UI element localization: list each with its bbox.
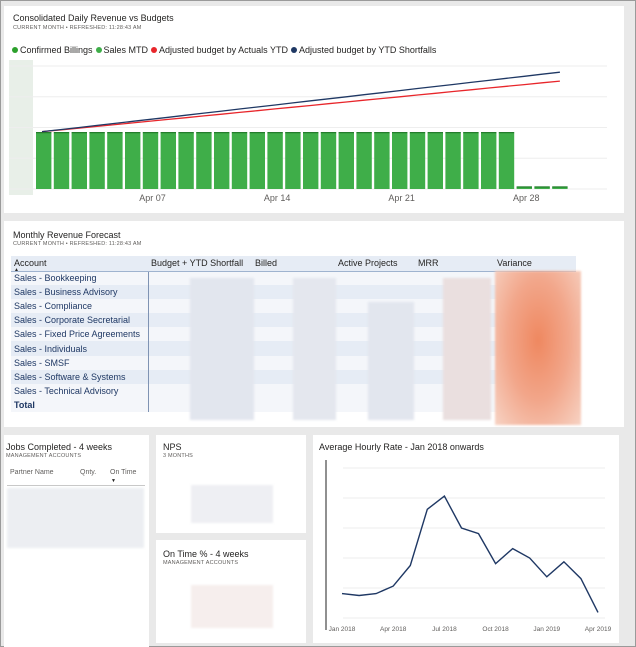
- bar-sales-mtd: [231, 132, 248, 189]
- bar-sales-mtd: [249, 132, 265, 189]
- bar-sales-mtd: [125, 132, 141, 189]
- line-adjusted-actuals: [41, 80, 560, 133]
- row-label: Sales - Bookkeeping: [11, 271, 149, 286]
- bar-sales-mtd: [53, 132, 70, 189]
- bar-sales-mtd: [356, 132, 372, 189]
- revenue-chart[interactable]: Apr 07 Apr 14 Apr 21 Apr 28: [4, 6, 624, 213]
- x-tick-label: Apr 14: [264, 193, 291, 203]
- hourly-rate-tile[interactable]: Average Hourly Rate - Jan 2018 onwards J…: [313, 435, 619, 643]
- x-tick-label: Apr 28: [513, 193, 540, 203]
- column-header-billed[interactable]: Billed: [252, 256, 335, 272]
- nps-tile[interactable]: NPS 3 MONTHS: [156, 435, 306, 533]
- bar-sales-mtd: [463, 132, 479, 189]
- column-header-mrr[interactable]: MRR: [415, 256, 494, 272]
- column-header-qnty[interactable]: Qnty.: [80, 469, 97, 476]
- hourly-rate-chart[interactable]: Jan 2018 Apr 2018 Jul 2018 Oct 2018 Jan 2019…: [313, 435, 619, 643]
- x-tick-label: Apr 21: [388, 193, 415, 203]
- column-header-budget[interactable]: Budget + YTD Shortfall: [148, 256, 252, 272]
- hourly-rate-tile-title: Average Hourly Rate - Jan 2018 onwards: [319, 442, 484, 452]
- legend-item-confirmed-billings[interactable]: Confirmed Billings: [12, 45, 93, 55]
- bar-sales-mtd: [196, 132, 212, 189]
- column-header-partner-name[interactable]: Partner Name: [10, 469, 54, 476]
- column-header-active-projects[interactable]: Active Projects: [335, 256, 415, 272]
- revenue-tile-subtitle: CURRENT MONTH • REFRESHED: 11:28:43 AM: [13, 25, 142, 31]
- row-label: Sales - Compliance: [11, 299, 149, 314]
- row-label: Sales - Individuals: [11, 341, 149, 356]
- legend-item-adjusted-actuals[interactable]: Adjusted budget by Actuals YTD: [151, 45, 288, 55]
- bar-sales-mtd: [89, 132, 105, 189]
- bar-sales-mtd: [338, 132, 354, 189]
- revenue-tile-title: Consolidated Daily Revenue vs Budgets: [13, 13, 174, 23]
- bar-sales-mtd: [481, 132, 497, 189]
- divider: [7, 485, 145, 486]
- line-adjusted-shortfalls: [41, 71, 560, 133]
- bar-sales-mtd: [160, 132, 176, 189]
- bar-sales-mtd: [374, 132, 390, 189]
- redacted-nps-value: [191, 485, 273, 523]
- bar-sales-mtd: [552, 186, 568, 189]
- redacted-projects-values: [368, 302, 414, 420]
- redacted-mrr-values: [443, 278, 491, 420]
- legend-item-sales-mtd[interactable]: Sales MTD: [95, 45, 148, 55]
- ontime-tile[interactable]: On Time % - 4 weeks MANAGEMENT ACCOUNTS: [156, 540, 306, 643]
- bar-sales-mtd: [71, 132, 87, 189]
- x-tick-label: Apr 2018: [380, 626, 407, 633]
- legend-item-adjusted-shortfalls[interactable]: Adjusted budget by YTD Shortfalls: [290, 45, 436, 55]
- column-header-account[interactable]: Account ▲: [11, 256, 148, 273]
- sort-descending-icon: ▼: [111, 478, 116, 484]
- sort-ascending-icon: ▲: [14, 267, 19, 273]
- forecast-tile-title: Monthly Revenue Forecast: [13, 230, 121, 240]
- forecast-tile-subtitle: CURRENT MONTH • REFRESHED: 11:28:43 AM: [13, 241, 142, 247]
- x-tick-label: Apr 07: [139, 193, 166, 203]
- bar-sales-mtd: [498, 132, 515, 189]
- bar-sales-mtd: [303, 132, 319, 189]
- redacted-jobs-table: [7, 488, 144, 548]
- nps-tile-title: NPS: [163, 442, 182, 452]
- bar-sales-mtd: [214, 132, 230, 189]
- column-header-variance[interactable]: Variance: [494, 256, 576, 272]
- bar-sales-mtd: [392, 132, 408, 189]
- bar-sales-mtd: [445, 132, 461, 189]
- revenue-legend: Confirmed Billings Sales MTD Adjusted bu…: [12, 45, 436, 55]
- jobs-tile-title: Jobs Completed - 4 weeks: [6, 442, 113, 452]
- bar-sales-mtd: [285, 132, 301, 189]
- nps-tile-subtitle: 3 MONTHS: [163, 453, 194, 459]
- redacted-ontime-value: [191, 585, 273, 628]
- row-label: Sales - Software & Systems: [11, 369, 149, 384]
- bar-sales-mtd: [36, 132, 52, 189]
- x-tick-label: Oct 2018: [482, 626, 509, 633]
- column-header-on-time[interactable]: On Time: [110, 469, 137, 476]
- row-label: Sales - Corporate Secretarial: [11, 313, 149, 328]
- row-label: Sales - SMSF: [11, 355, 149, 370]
- jobs-table-header: Partner Name Qnty. On Time: [10, 469, 136, 476]
- bar-sales-mtd: [178, 132, 194, 189]
- bar-sales-mtd: [107, 132, 123, 189]
- row-label: Sales - Business Advisory: [11, 285, 149, 300]
- bar-sales-mtd: [427, 132, 443, 189]
- row-label: Sales - Technical Advisory: [11, 383, 149, 398]
- total-label: Total: [11, 397, 149, 412]
- x-tick-label: Jan 2019: [533, 626, 560, 633]
- row-label: Sales - Fixed Price Agreements: [11, 327, 149, 342]
- jobs-tile-subtitle: MANAGEMENT ACCOUNTS: [6, 453, 82, 459]
- bar-sales-mtd: [142, 132, 159, 189]
- x-tick-label: Jul 2018: [432, 626, 457, 633]
- bar-sales-mtd: [320, 132, 337, 189]
- ontime-tile-subtitle: MANAGEMENT ACCOUNTS: [163, 560, 239, 566]
- bar-sales-mtd: [409, 132, 426, 189]
- redacted-billed-values: [293, 278, 336, 420]
- x-tick-label: Apr 2019: [585, 626, 612, 633]
- ontime-tile-title: On Time % - 4 weeks: [163, 549, 249, 559]
- bar-sales-mtd: [267, 132, 283, 189]
- revenue-tile[interactable]: Consolidated Daily Revenue vs Budgets CU…: [4, 6, 624, 213]
- redacted-budget-values: [190, 278, 254, 420]
- bar-sales-mtd: [516, 186, 532, 189]
- bar-sales-mtd: [534, 186, 550, 189]
- x-tick-label: Jan 2018: [329, 626, 356, 633]
- line-hourly-rate: [341, 495, 599, 613]
- redacted-variance-values: [495, 271, 581, 425]
